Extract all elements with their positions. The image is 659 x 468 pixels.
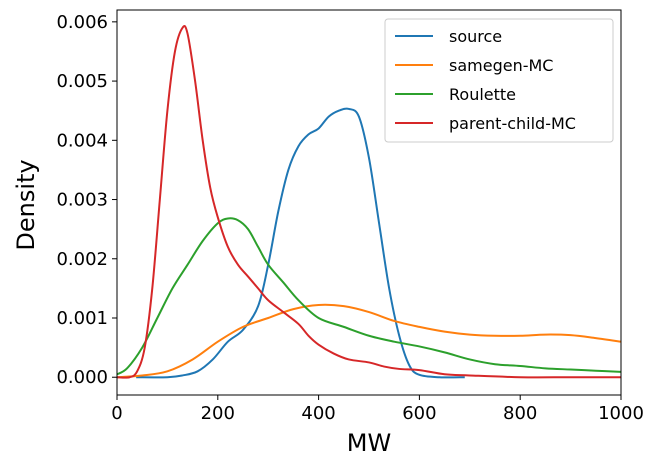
x-tick-label: 0 [111,403,122,424]
x-axis-ticks: 0 200 400 600 800 1000 [111,395,644,424]
legend-label: Roulette [449,85,516,104]
x-tick-label: 400 [301,403,335,424]
legend: source samegen-MC Roulette parent-child-MC [384,18,614,143]
x-tick-label: 800 [503,403,537,424]
y-tick-label: 0.006 [56,12,108,33]
series-line-parent-child-mc [117,25,621,379]
y-tick-label: 0.002 [56,249,108,270]
x-tick-label: 1000 [598,403,644,424]
legend-label: parent-child-MC [449,114,576,133]
x-axis-label: MW [347,429,391,457]
plot-frame [116,9,622,396]
y-tick-label: 0.004 [56,130,108,151]
legend-box [384,18,614,143]
y-tick-label: 0.001 [56,308,108,329]
plot-lines [117,25,621,379]
legend-label: source [449,27,502,46]
y-tick-label: 0.005 [56,71,108,92]
series-line-roulette [117,217,621,376]
series-line-samegen-mc [117,303,621,379]
legend-label: samegen-MC [449,56,553,75]
series-line-source [136,107,465,379]
y-axis-label: Density [12,159,40,250]
y-axis-ticks: 0.000 0.001 0.002 0.003 0.004 0.005 0.006 [56,12,117,388]
y-tick-label: 0.000 [56,367,108,388]
y-tick-label: 0.003 [56,190,108,211]
x-tick-label: 600 [402,403,436,424]
legend-items: source samegen-MC Roulette parent-child-MC [395,27,576,133]
x-tick-label: 200 [201,403,235,424]
